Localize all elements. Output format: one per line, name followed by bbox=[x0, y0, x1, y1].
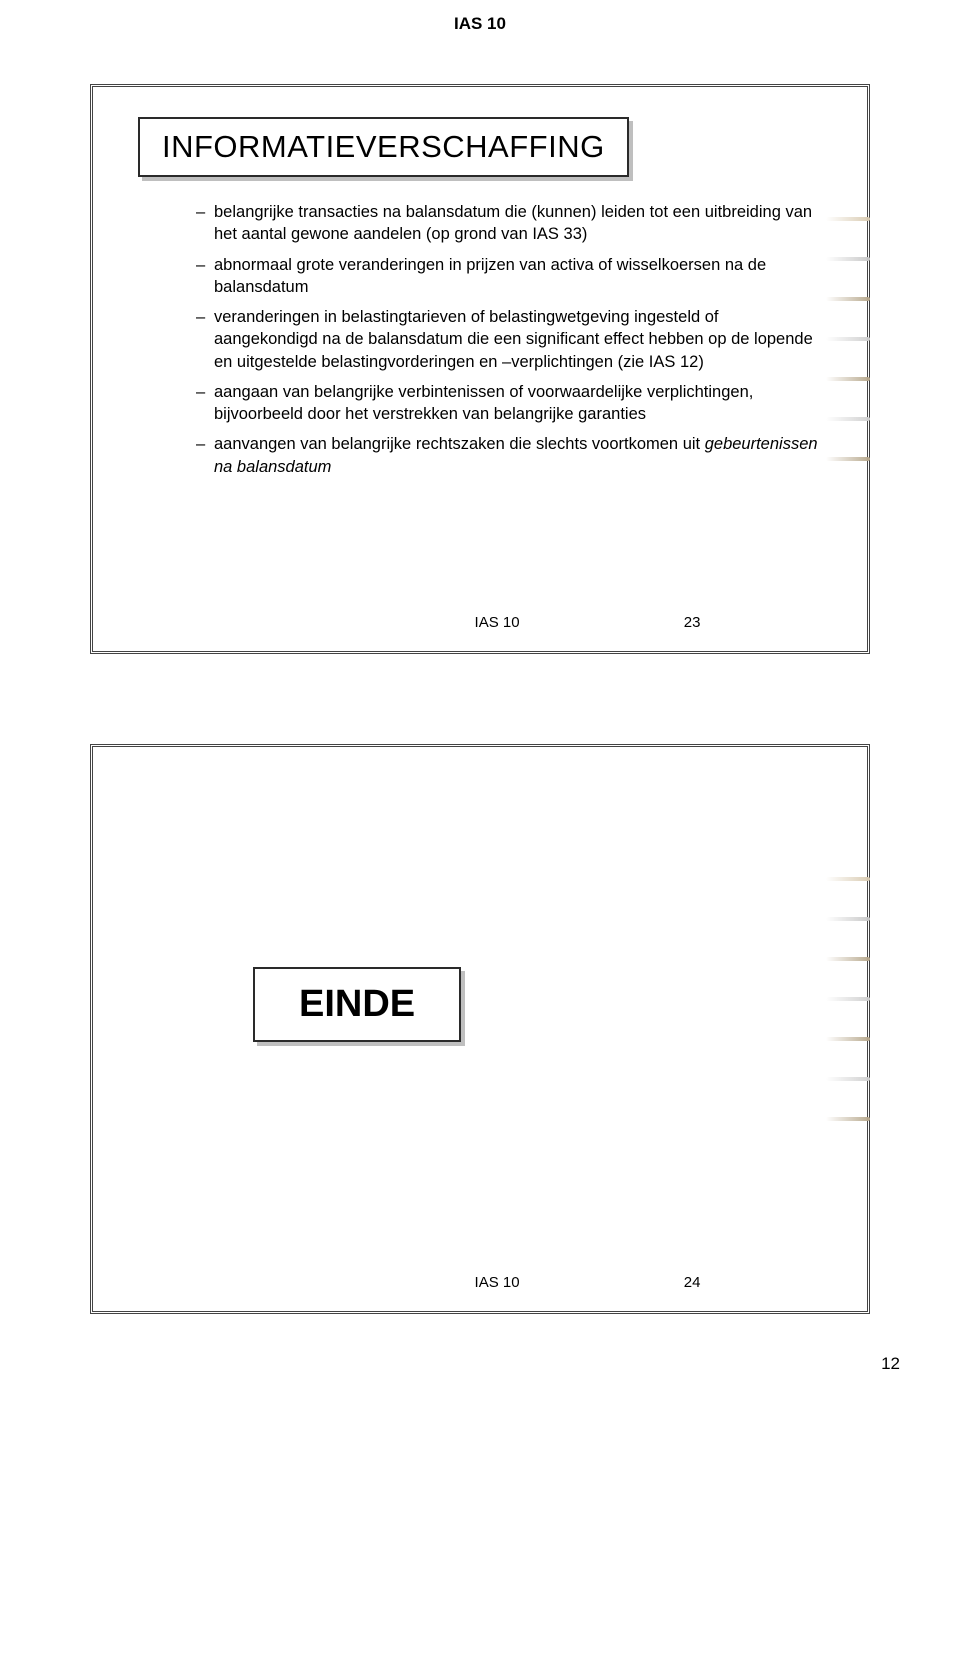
slide-2: EINDE IAS 10 24 bbox=[90, 744, 870, 1314]
slide-2-right-streaks bbox=[826, 877, 870, 1157]
slide-2-footer: IAS 10 24 bbox=[93, 1274, 867, 1291]
slide-1-bullet-list: belangrijke transacties na balansdatum d… bbox=[138, 201, 822, 478]
decorative-streak bbox=[826, 217, 870, 221]
decorative-streak bbox=[826, 957, 870, 961]
decorative-streak bbox=[826, 377, 870, 381]
slide-2-title-box: EINDE bbox=[253, 967, 461, 1042]
slide-1-right-streaks bbox=[826, 217, 870, 497]
slide-2-footer-label: IAS 10 bbox=[260, 1274, 680, 1291]
slide-1-footer: IAS 10 23 bbox=[93, 614, 867, 631]
document-page: IAS 10 INFORMATIEVERSCHAFFING belangrijk… bbox=[0, 0, 960, 1394]
decorative-streak bbox=[826, 917, 870, 921]
bullet-text: veranderingen in belastingtarieven of be… bbox=[214, 308, 813, 371]
bullet-item: aanvangen van belangrijke rechtszaken di… bbox=[196, 433, 822, 478]
decorative-streak bbox=[826, 997, 870, 1001]
decorative-streak bbox=[826, 257, 870, 261]
bullet-text: belangrijke transacties na balansdatum d… bbox=[214, 203, 812, 243]
bullet-text: abnormaal grote veranderingen in prijzen… bbox=[214, 256, 766, 296]
decorative-streak bbox=[826, 457, 870, 461]
slide-2-footer-pagenum: 24 bbox=[684, 1274, 701, 1291]
slide-1: INFORMATIEVERSCHAFFING belangrijke trans… bbox=[90, 84, 870, 654]
bullet-item: veranderingen in belastingtarieven of be… bbox=[196, 306, 822, 373]
bullet-item: abnormaal grote veranderingen in prijzen… bbox=[196, 254, 822, 299]
slide-1-footer-label: IAS 10 bbox=[260, 614, 680, 631]
decorative-streak bbox=[826, 1117, 870, 1121]
decorative-streak bbox=[826, 337, 870, 341]
slide-2-title: EINDE bbox=[299, 983, 415, 1025]
document-page-number: 12 bbox=[0, 1314, 960, 1394]
page-header-label: IAS 10 bbox=[0, 0, 960, 34]
slide-1-title: INFORMATIEVERSCHAFFING bbox=[162, 129, 605, 164]
slide-1-footer-pagenum: 23 bbox=[684, 614, 701, 631]
decorative-streak bbox=[826, 1077, 870, 1081]
bullet-item: aangaan van belangrijke verbintenissen o… bbox=[196, 381, 822, 426]
slide-2-container: EINDE IAS 10 24 bbox=[90, 744, 870, 1314]
slide-1-title-box: INFORMATIEVERSCHAFFING bbox=[138, 117, 629, 177]
bullet-text: aangaan van belangrijke verbintenissen o… bbox=[214, 383, 753, 423]
decorative-streak bbox=[826, 877, 870, 881]
decorative-streak bbox=[826, 417, 870, 421]
slide-1-container: INFORMATIEVERSCHAFFING belangrijke trans… bbox=[90, 84, 870, 654]
decorative-streak bbox=[826, 297, 870, 301]
bullet-text: aanvangen van belangrijke rechtszaken di… bbox=[214, 435, 705, 453]
bullet-item: belangrijke transacties na balansdatum d… bbox=[196, 201, 822, 246]
decorative-streak bbox=[826, 1037, 870, 1041]
